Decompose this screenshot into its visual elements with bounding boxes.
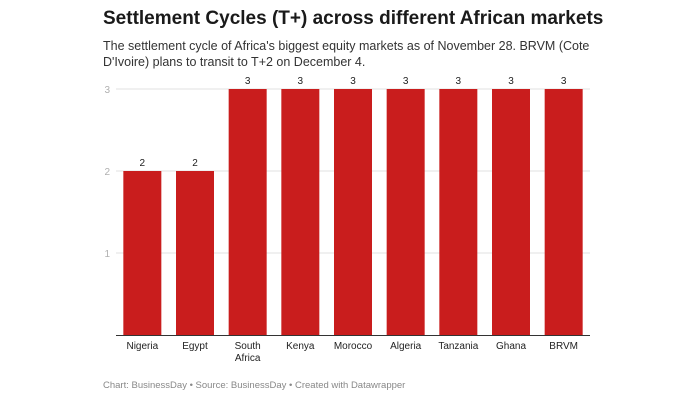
y-tick-label: 2 (104, 167, 110, 178)
bar (492, 89, 530, 335)
data-label: 3 (456, 76, 462, 87)
data-label: 2 (140, 158, 146, 169)
data-label: 3 (403, 76, 409, 87)
chart-subtitle: The settlement cycle of Africa's biggest… (103, 39, 590, 69)
chart-title: Settlement Cycles (T+) across different … (103, 8, 604, 29)
x-tick-label: Nigeria (126, 341, 158, 352)
bar (228, 89, 267, 335)
x-tick-label: Ghana (496, 341, 526, 352)
x-tick-label: South Africa (235, 341, 261, 364)
bar (439, 89, 478, 335)
bar (123, 171, 162, 335)
bars (123, 89, 583, 335)
chart-footer: Chart: BusinessDay • Source: BusinessDay… (103, 380, 406, 391)
x-tick-label: Tanzania (438, 341, 478, 352)
x-tick-label: Egypt (182, 341, 208, 352)
x-tick-label: Morocco (334, 341, 373, 352)
x-tick-label: Algeria (390, 341, 422, 352)
labels: 1 2 3 2 Nigeria 2 Egypt 3 South Africa 3 Kenya 3 Moro… (104, 76, 578, 364)
y-tick-label: 3 (104, 85, 110, 96)
bar (281, 89, 320, 335)
bar (386, 89, 425, 335)
data-label: 3 (561, 76, 567, 87)
bar (176, 171, 214, 335)
x-tick-label: Kenya (286, 341, 315, 352)
data-label: 2 (192, 158, 198, 169)
data-label: 3 (245, 76, 251, 87)
bar (544, 89, 583, 335)
y-tick-label: 1 (104, 249, 110, 260)
data-label: 3 (298, 76, 304, 87)
data-label: 3 (508, 76, 514, 87)
x-tick-label: BRVM (549, 341, 578, 352)
bar (334, 89, 372, 335)
data-label: 3 (350, 76, 356, 87)
